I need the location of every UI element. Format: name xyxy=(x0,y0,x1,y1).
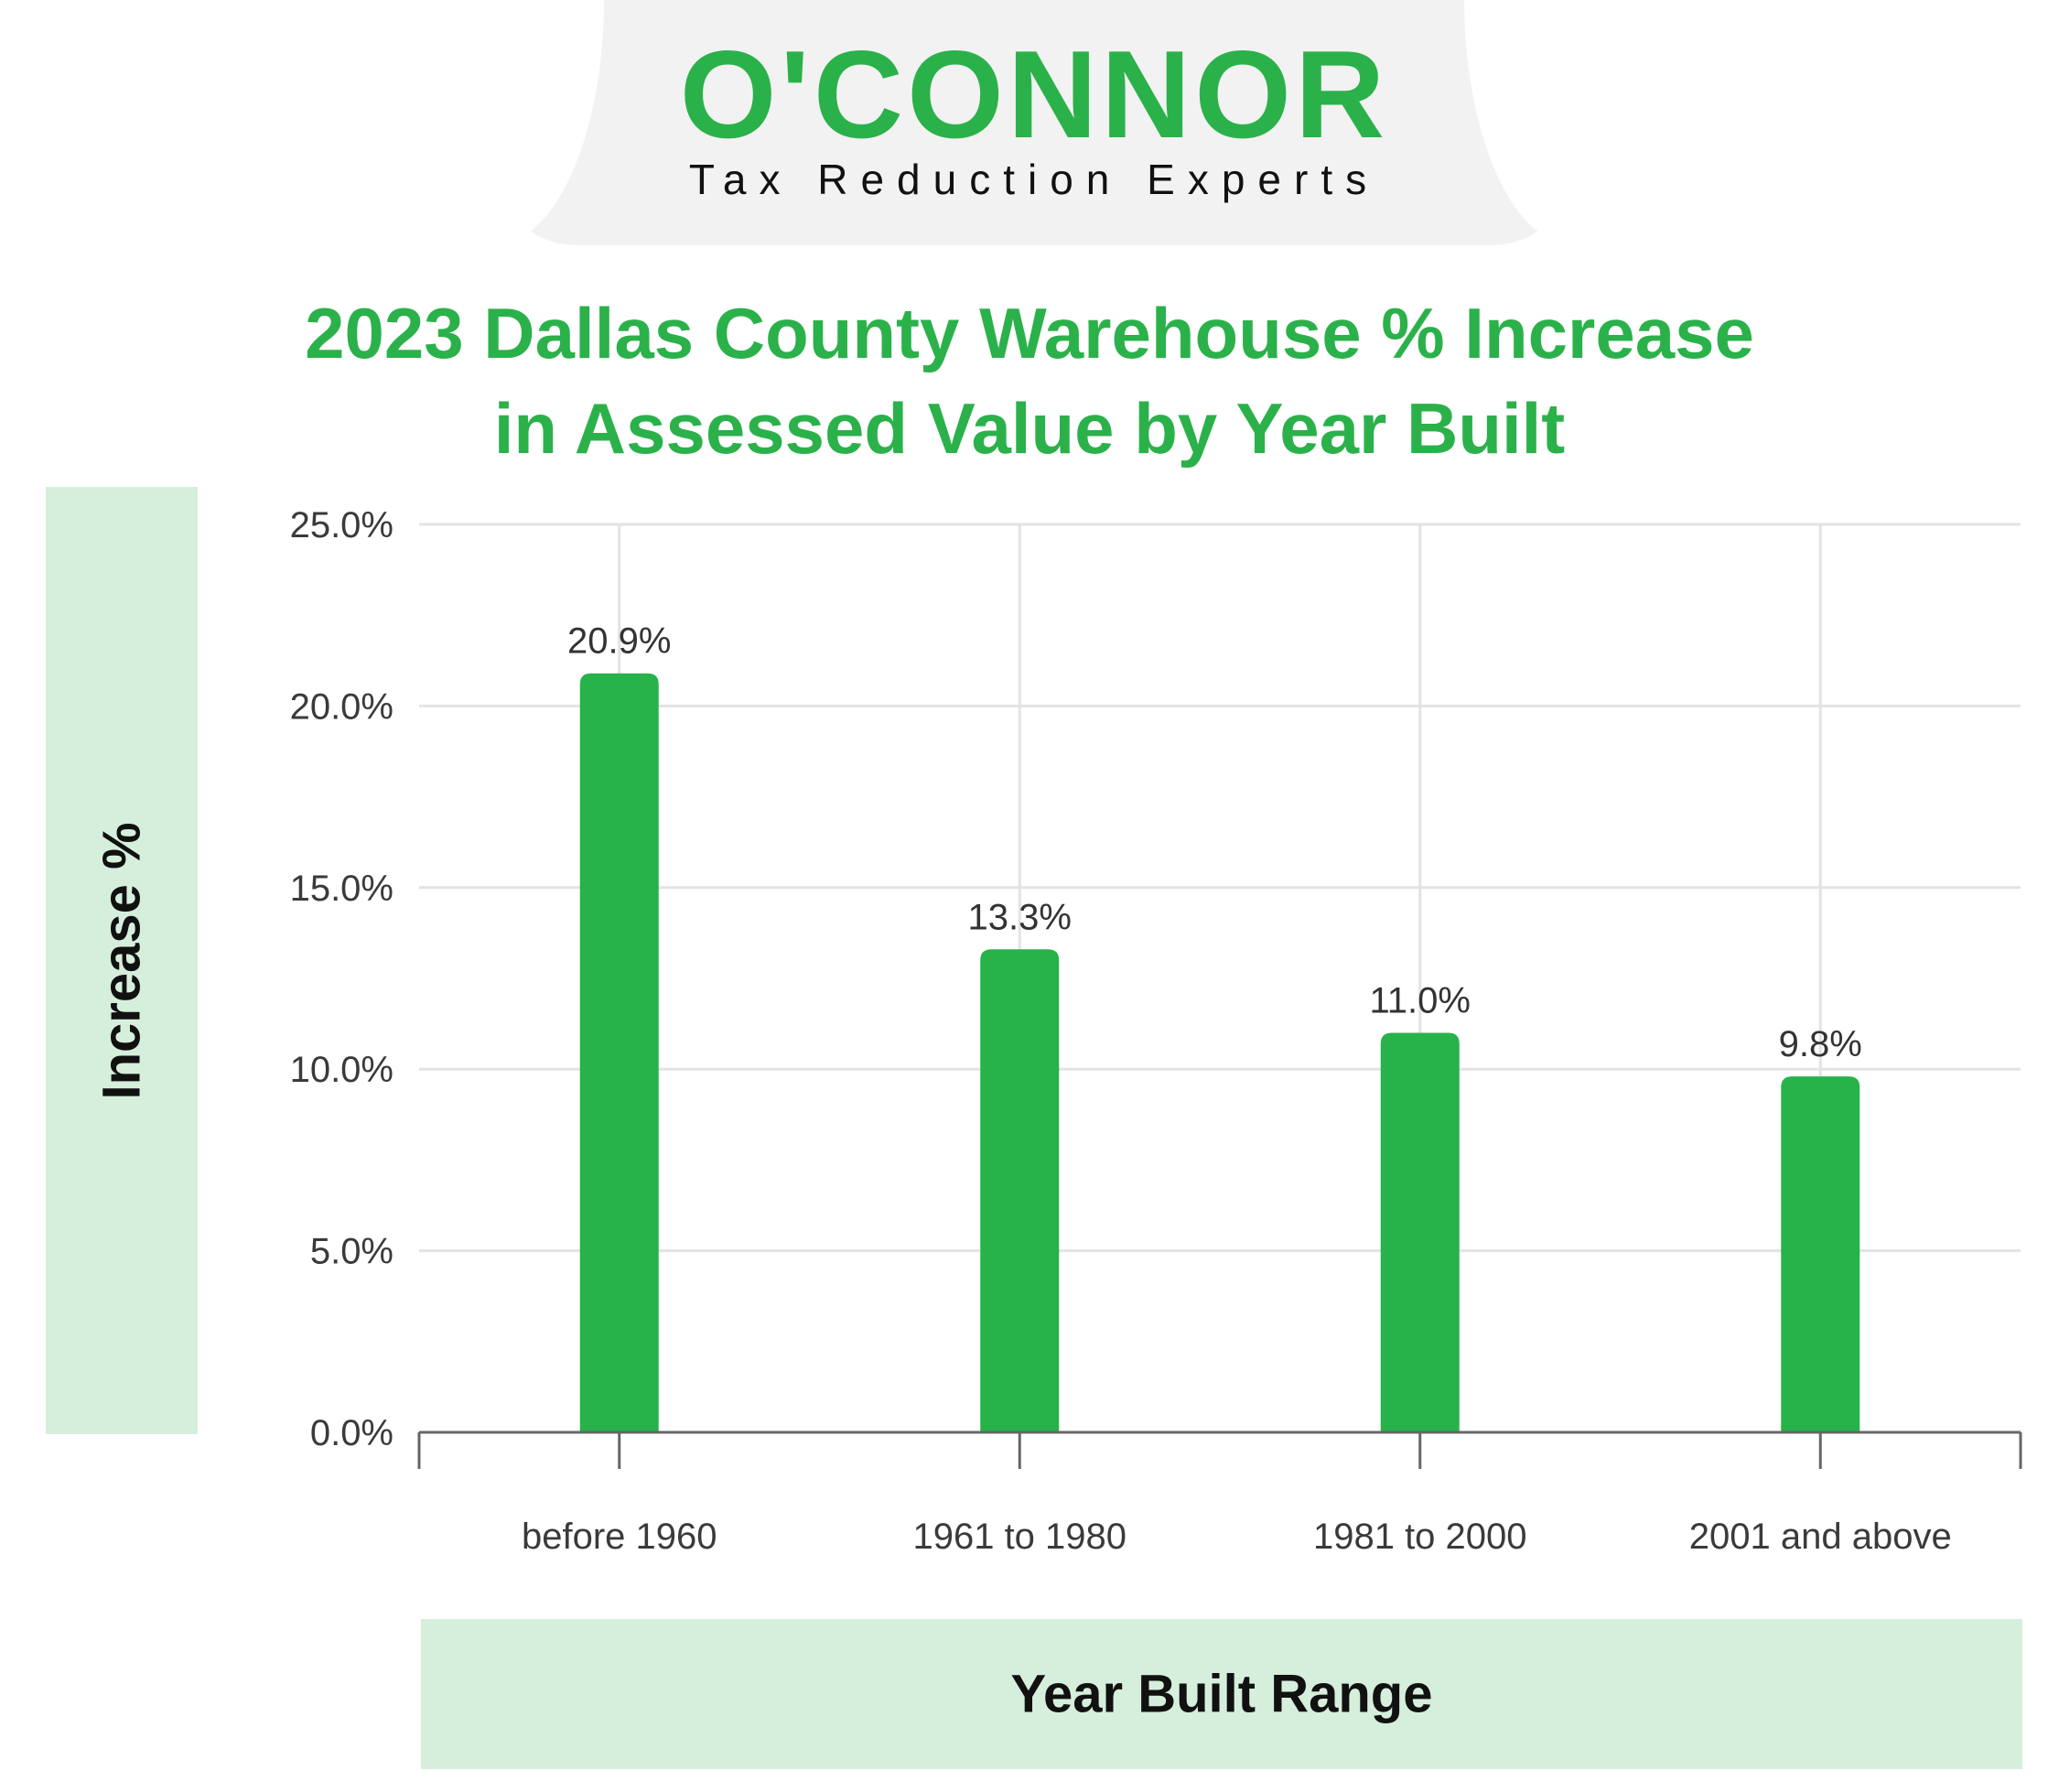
y-tick-label: 0.0% xyxy=(310,1413,393,1453)
x-tick-label: 2001 and above xyxy=(1689,1517,1952,1557)
x-tick-label: before 1960 xyxy=(522,1517,717,1557)
bar xyxy=(1781,1076,1860,1432)
chart-title: 2023 Dallas County Warehouse % Increase … xyxy=(305,293,1754,469)
bar xyxy=(579,673,659,1432)
y-tick-label: 20.0% xyxy=(290,686,393,727)
data-label: 20.9% xyxy=(567,621,671,662)
x-axis-label: Year Built Range xyxy=(1010,1664,1433,1724)
x-axis-label-box: Year Built Range xyxy=(421,1619,2022,1769)
y-tick-label: 10.0% xyxy=(290,1050,393,1090)
data-label: 9.8% xyxy=(1779,1024,1862,1064)
x-tick-label: 1961 to 1980 xyxy=(912,1517,1127,1557)
y-tick-label: 15.0% xyxy=(290,869,393,909)
bar xyxy=(1380,1032,1460,1432)
y-tick-label: 25.0% xyxy=(290,505,393,545)
brand-logo-name: O'CONNOR xyxy=(679,25,1389,164)
x-tick-label: 1981 to 2000 xyxy=(1313,1517,1527,1557)
y-tick-label: 5.0% xyxy=(310,1232,393,1272)
data-label: 13.3% xyxy=(968,897,1072,937)
data-label: 11.0% xyxy=(1370,981,1471,1021)
bar xyxy=(980,949,1060,1432)
y-axis-label-box: Increase % xyxy=(46,487,198,1434)
brand-tagline: Tax Reduction Experts xyxy=(688,156,1380,203)
logo-banner: O'CONNOR Tax Reduction Experts xyxy=(494,0,1574,245)
